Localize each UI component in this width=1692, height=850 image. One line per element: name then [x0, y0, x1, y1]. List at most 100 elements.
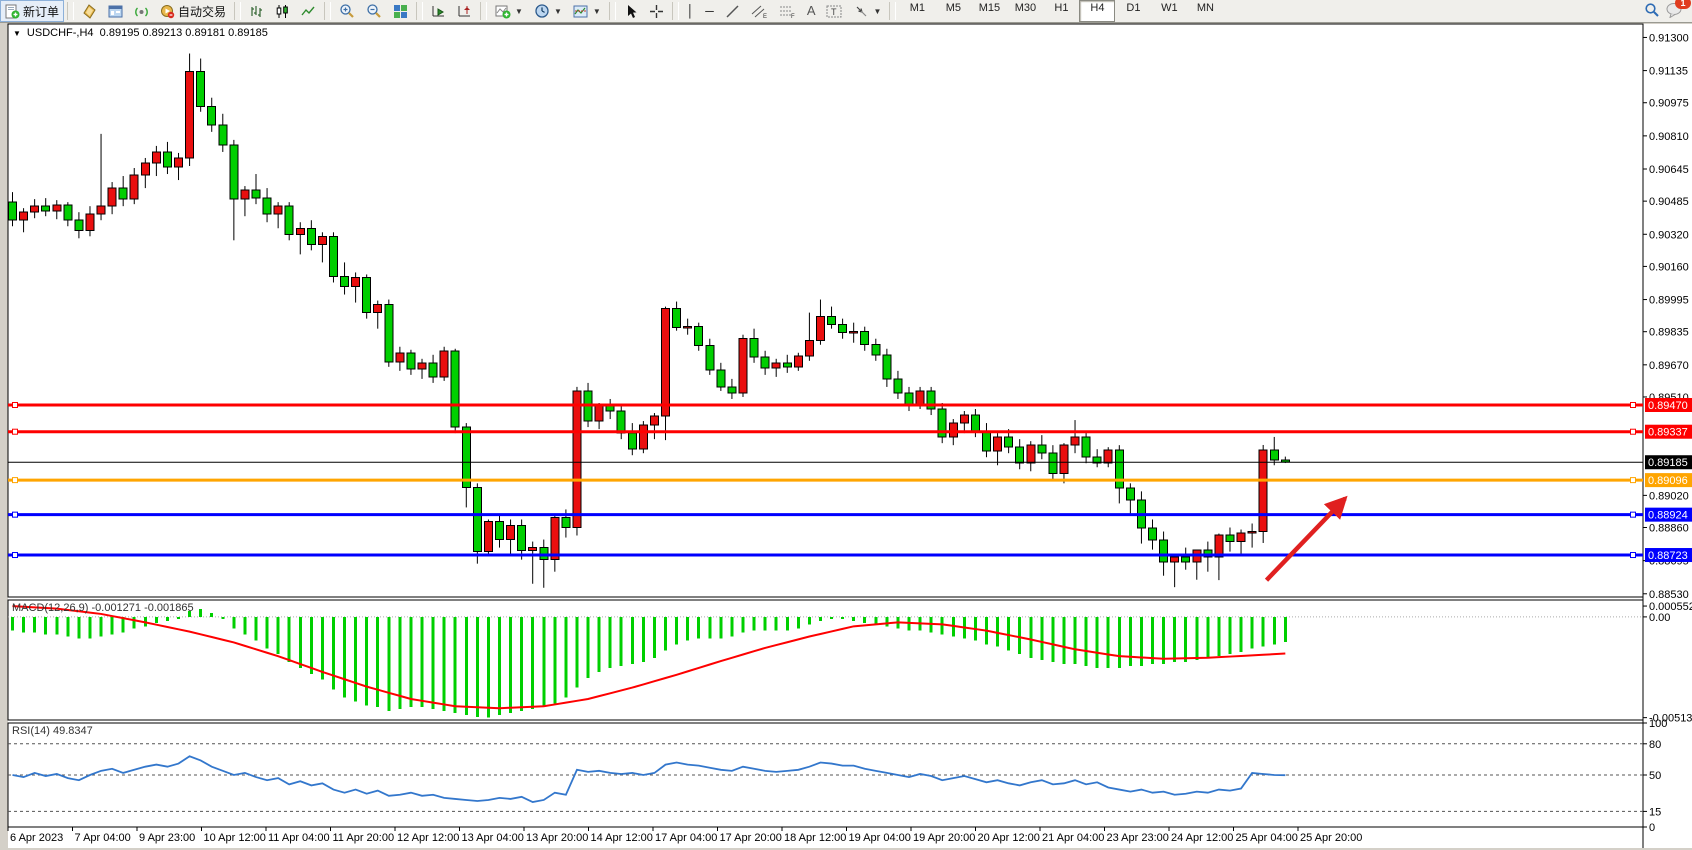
hline-handle[interactable] [12, 428, 18, 435]
macd-bar [1195, 616, 1199, 661]
chart-shift-button[interactable] [452, 0, 477, 22]
price-badge-label: 0.88723 [1648, 550, 1688, 562]
signals-button[interactable] [129, 0, 154, 22]
candle-body [96, 205, 106, 215]
macd-bar [619, 616, 623, 666]
notifications-button[interactable]: 1 [1666, 0, 1691, 21]
macd-bar [409, 616, 413, 708]
candle-body [1114, 449, 1124, 489]
vertical-line-tool-button[interactable]: │ [682, 0, 700, 22]
macd-indicator-label: MACD(12,26,9) -0.001271 -0.001865 [12, 602, 194, 614]
macd-bar [1283, 616, 1287, 642]
hline-handle[interactable] [12, 552, 18, 559]
hline-handle[interactable] [12, 477, 18, 484]
tile-windows-button[interactable] [388, 0, 413, 22]
candle-body [340, 275, 350, 287]
zoom-in-button[interactable] [334, 0, 360, 22]
macd-bar [420, 616, 424, 708]
market-watch-icon [108, 5, 123, 17]
candle-body [649, 415, 659, 426]
indicators-button[interactable]: ▼ [490, 0, 528, 22]
timeframe-d1[interactable]: D1 [1126, 2, 1141, 14]
horizontal-line-tool-button[interactable]: ─ [700, 0, 719, 22]
candle-body [1059, 444, 1069, 474]
arrow-annotation[interactable] [1264, 495, 1348, 582]
label-tool-button[interactable]: T [821, 0, 848, 22]
rsi-axis-label: 80 [1649, 739, 1661, 751]
hline-handle[interactable] [1630, 428, 1636, 435]
macd-bar [1151, 616, 1155, 665]
macd-bar [1051, 616, 1055, 663]
timeframe-m5[interactable]: M5 [945, 2, 962, 14]
candle-body [439, 350, 449, 378]
zoom-out-button[interactable] [361, 0, 387, 22]
hline-handle[interactable] [1630, 477, 1636, 484]
timeframe-w1[interactable]: W1 [1161, 2, 1178, 14]
crosshair-tool-button[interactable] [644, 0, 669, 22]
auto-scroll-button[interactable] [426, 0, 451, 22]
time-label: 18 Apr 12:00 [784, 832, 846, 844]
price-tick-label: 0.90160 [1649, 261, 1689, 273]
cursor-tool-button[interactable] [619, 0, 643, 22]
quotes-button[interactable] [77, 0, 102, 22]
candle-body [528, 547, 538, 552]
hline-handle[interactable] [1630, 401, 1636, 408]
timeframe-mn[interactable]: MN [1196, 2, 1214, 14]
line-chart-mode-button[interactable] [296, 0, 321, 22]
macd-bar [387, 616, 391, 712]
candle-body [550, 516, 560, 561]
candle-body [638, 424, 648, 450]
timeframe-h4[interactable]: H4 [1079, 0, 1116, 22]
text-tool-button[interactable]: A [802, 0, 821, 22]
toolbar-separator [480, 2, 488, 20]
candle-body [196, 71, 206, 108]
chart-list-caret-icon[interactable]: ▼ [13, 29, 21, 38]
candle-body [782, 362, 792, 368]
toolbar-separator [889, 2, 897, 20]
macd-bar [509, 616, 513, 714]
hline-handle[interactable] [12, 401, 18, 408]
hline-handle[interactable] [1630, 552, 1636, 559]
search-icon[interactable] [1644, 2, 1660, 21]
macd-bar [365, 616, 369, 706]
macd-bar [752, 616, 756, 631]
macd-bar [1228, 616, 1232, 655]
trendline-tool-button[interactable] [720, 0, 745, 22]
timeframe-m1[interactable]: M1 [909, 2, 926, 14]
macd-bar [88, 616, 92, 639]
candle-body [262, 197, 272, 215]
crosshair-icon [649, 4, 663, 18]
arrows-tool-button[interactable]: ▼ [849, 0, 886, 22]
candle-body [395, 352, 405, 363]
hline-handle[interactable] [1630, 511, 1636, 518]
candle-chart-mode-button[interactable] [270, 0, 295, 22]
text-tool-icon: A [806, 3, 816, 18]
candlestick-chart-icon [276, 4, 288, 18]
price-tick-label: 0.89020 [1649, 490, 1689, 502]
candle-body [1026, 444, 1036, 464]
timeframe-h1[interactable]: H1 [1054, 2, 1069, 14]
macd-bar [331, 616, 335, 690]
macd-bar [1095, 616, 1099, 668]
candle-body [351, 276, 361, 287]
bar-chart-mode-button[interactable] [244, 0, 269, 22]
candle-body [705, 345, 715, 371]
channel-tool-button[interactable]: E [746, 0, 773, 22]
macd-bar [110, 616, 114, 635]
timeframe-m30[interactable]: M30 [1014, 2, 1037, 14]
periods-button[interactable]: ▼ [529, 0, 567, 22]
auto-trading-button[interactable]: 自动交易 [155, 0, 231, 22]
fibonacci-tool-button[interactable]: F [774, 0, 801, 22]
timeframe-m15[interactable]: M15 [978, 2, 1001, 14]
macd-bar [77, 616, 81, 639]
time-label: 21 Apr 04:00 [1042, 832, 1104, 844]
templates-button[interactable]: ▼ [568, 0, 606, 22]
candle-body [52, 204, 62, 212]
market-watch-button[interactable] [103, 0, 128, 22]
macd-values: -0.001271 -0.001865 [91, 602, 194, 614]
hline-handle[interactable] [12, 511, 18, 518]
new-order-button[interactable]: 新订单 [0, 0, 65, 22]
macd-bar [686, 616, 690, 641]
candle-body [417, 362, 427, 370]
